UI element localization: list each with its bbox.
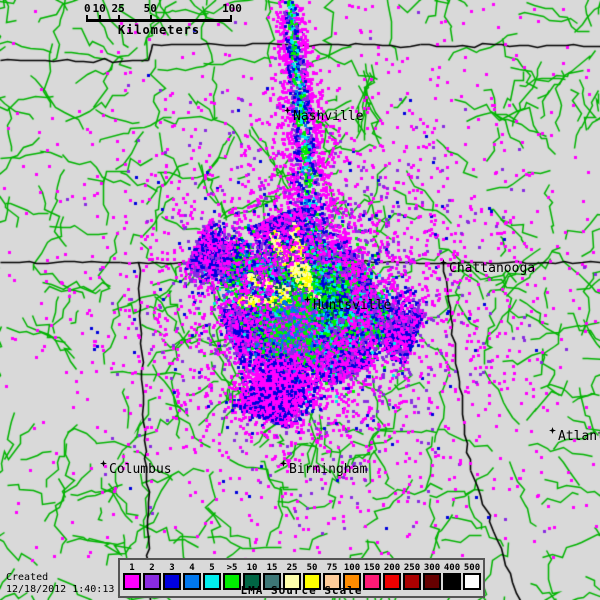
scale-bar-labels: 0 10 25 50 100 — [84, 2, 242, 16]
legend-item-5: 5 — [203, 563, 221, 590]
scale-tick-0 — [86, 15, 88, 22]
legend-title: LMA Source Scale — [240, 584, 363, 597]
legend-item-15: 15 — [263, 563, 281, 590]
legend-item-label: 250 — [403, 563, 421, 573]
legend-color-swatch: 25 — [283, 563, 301, 590]
scale-tick-label-0: 0 — [84, 2, 91, 15]
legend-item-label: 400 — [443, 563, 461, 573]
legend-item-label: 25 — [286, 563, 298, 573]
legend-color-swatch: 15 — [263, 563, 281, 590]
legend-item-2: 2 — [143, 563, 161, 590]
legend-item-500: 500 — [463, 563, 481, 590]
city-dot-icon — [280, 460, 287, 467]
legend-item-label: 10 — [246, 563, 258, 573]
city-dot-icon — [304, 296, 311, 303]
legend-item-label: 15 — [266, 563, 278, 573]
legend-color-swatch: 100 — [343, 563, 361, 590]
legend-color-swatch: >5 — [223, 563, 241, 590]
legend-item-250: 250 — [403, 563, 421, 590]
city-name-label: Birmingham — [289, 462, 368, 477]
legend-item-label: 300 — [423, 563, 441, 573]
scale-tick-50 — [150, 15, 153, 22]
city-dot-icon — [100, 460, 107, 467]
scale-tick-label-50: 50 — [143, 2, 157, 15]
legend-item-label: >5 — [226, 563, 238, 573]
legend-color-swatch: 500 — [463, 563, 481, 590]
legend-item-25: 25 — [283, 563, 301, 590]
legend-item-50: 50 — [303, 563, 321, 590]
legend-item-label: 500 — [463, 563, 481, 573]
scale-bar: 0 10 25 50 100 Kilometers — [84, 2, 242, 38]
legend-item-1: 1 — [123, 563, 141, 590]
legend-color-swatch: 200 — [383, 563, 401, 590]
legend-item-label: 3 — [169, 563, 175, 573]
legend-swatch-row: 1 2 3 4 5 >5 10 15 25 50 75 100 150 200 250 300 400 500 — [123, 563, 481, 590]
legend-item-150: 150 — [363, 563, 381, 590]
legend-item-200: 200 — [383, 563, 401, 590]
scale-bar-unit-label: Kilometers — [117, 23, 201, 37]
legend-color-swatch: 3 — [163, 563, 181, 590]
legend-item-label: 200 — [383, 563, 401, 573]
created-timestamp: 12/18/2012 1:40:13 — [6, 584, 115, 595]
city-name-label: Chattanooga — [449, 261, 536, 276]
legend-item-label: 4 — [189, 563, 195, 573]
city-dot-icon — [549, 427, 556, 434]
legend-color-swatch: 50 — [303, 563, 321, 590]
legend-color-swatch: 250 — [403, 563, 421, 590]
legend-color-swatch: 1 — [123, 563, 141, 590]
legend-item-label: 75 — [326, 563, 338, 573]
legend-item-100: 100 — [343, 563, 361, 590]
legend-item-300: 300 — [423, 563, 441, 590]
legend-color-swatch: 5 — [203, 563, 221, 590]
legend-item-75: 75 — [323, 563, 341, 590]
city-name-label: Nashville — [293, 109, 364, 124]
legend-item-400: 400 — [443, 563, 461, 590]
legend-color-swatch: 2 — [143, 563, 161, 590]
legend-color-swatch: 400 — [443, 563, 461, 590]
city-name-label: Columbus — [109, 462, 172, 477]
city-dot-icon — [284, 107, 291, 114]
created-stamp: Created 12/18/2012 1:40:13 — [6, 572, 114, 596]
legend-item-10: 10 — [243, 563, 261, 590]
legend-item-label: 100 — [343, 563, 361, 573]
created-label: Created — [6, 572, 49, 583]
legend-item-label: 2 — [149, 563, 155, 573]
legend-color-swatch: 150 — [363, 563, 381, 590]
legend-color-swatch: 75 — [323, 563, 341, 590]
scale-bar-line — [86, 19, 232, 22]
scale-tick-label-100: 100 — [222, 2, 242, 15]
legend-item-label: 50 — [306, 563, 318, 573]
scale-tick-100 — [230, 15, 232, 22]
city-dot-icon — [440, 259, 447, 266]
city-name-label: Atlanta — [558, 429, 600, 444]
scale-tick-10 — [99, 15, 102, 22]
legend-item-label: 150 — [363, 563, 381, 573]
legend-item-label: 1 — [129, 563, 135, 573]
legend-item-3: 3 — [163, 563, 181, 590]
legend-item-label: 5 — [209, 563, 215, 573]
legend-color-swatch: 10 — [243, 563, 261, 590]
scale-tick-label-10: 10 — [92, 2, 106, 15]
legend-color-swatch: 4 — [183, 563, 201, 590]
legend-color-swatch: 300 — [423, 563, 441, 590]
legend-item-4: 4 — [183, 563, 201, 590]
city-name-label: Huntsville — [313, 298, 392, 313]
scale-tick-label-25: 25 — [111, 2, 125, 15]
scale-tick-25 — [118, 15, 121, 22]
legend-item->5: >5 — [223, 563, 241, 590]
legend-panel: 1 2 3 4 5 >5 10 15 25 50 75 100 150 200 250 300 400 500 L… — [118, 558, 485, 598]
